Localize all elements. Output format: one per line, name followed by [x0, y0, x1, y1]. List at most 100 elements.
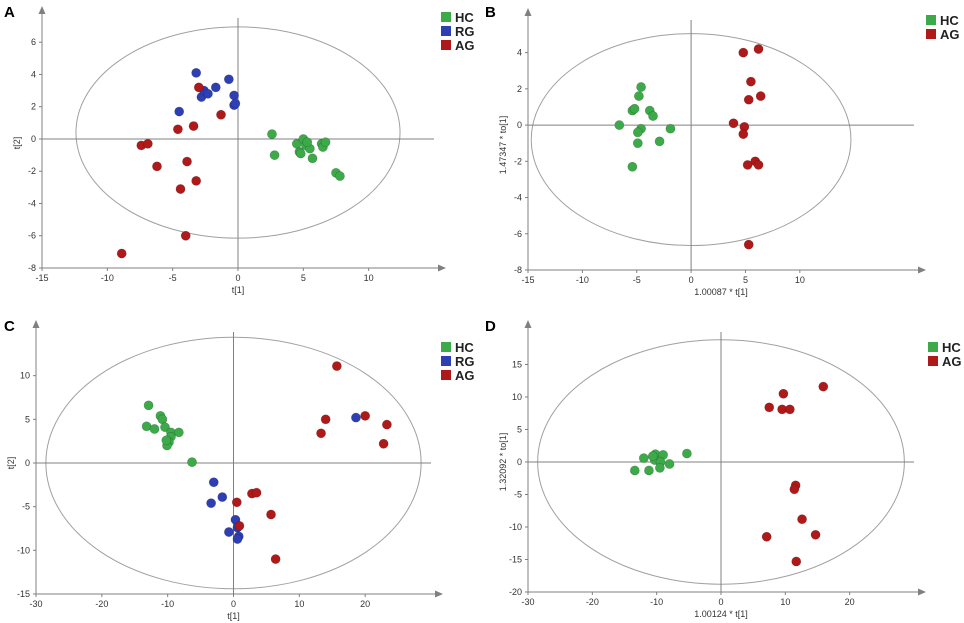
rg-point [351, 412, 361, 423]
y-tick-label: -15 [17, 589, 30, 599]
y-tick-label: -10 [17, 545, 30, 555]
hc-point [647, 451, 658, 462]
x-tick-label: -15 [521, 275, 534, 285]
hc-point [632, 127, 643, 138]
panel-a-x-axis [42, 264, 446, 272]
hc-point [267, 129, 277, 140]
rg-point [174, 106, 185, 117]
y-tick-label: 0 [517, 457, 522, 467]
panel-a-y-axis [38, 6, 46, 268]
panel-d-y-axis-label: 1.32092 * to[1] [498, 433, 508, 492]
panel-c-y-axis [32, 320, 40, 594]
hc-point [320, 137, 331, 148]
hc-point [636, 82, 646, 92]
x-tick-label: 0 [718, 597, 723, 607]
y-tick-label: -6 [514, 229, 522, 239]
x-tick-label: 0 [235, 273, 240, 283]
ag-point [753, 44, 764, 54]
x-tick-label: 5 [301, 273, 306, 283]
hc-point [295, 148, 306, 159]
panel-d-letter: D [485, 318, 496, 335]
y-tick-label: -20 [509, 587, 522, 597]
ag-point [320, 414, 331, 425]
legend-label-ag: AG [940, 27, 960, 42]
panel-d-y-axis [524, 320, 532, 592]
x-tick-label: -10 [650, 597, 663, 607]
rg-point [203, 88, 213, 99]
ag-point [182, 156, 192, 167]
panel-a-x-axis-label: t[1] [232, 285, 245, 295]
panel-a-points [116, 67, 345, 259]
hc-point [629, 465, 640, 476]
ag-point [270, 554, 281, 564]
x-tick-label: -20 [586, 597, 599, 607]
ag-point [216, 109, 226, 120]
ag-point [172, 124, 183, 135]
hc-point [173, 427, 184, 438]
y-tick-label: -2 [28, 166, 36, 176]
ag-point [728, 118, 739, 129]
y-tick-label: 2 [517, 84, 522, 94]
ag-point [810, 529, 821, 540]
rg-point [217, 492, 228, 502]
x-tick-label: 10 [780, 597, 790, 607]
y-tick-label: -8 [514, 265, 522, 275]
panel-d-points [629, 381, 829, 567]
ag-point [761, 531, 772, 542]
hc-point [161, 435, 172, 446]
hc-point [160, 422, 170, 433]
legend-label-ag: AG [942, 354, 962, 369]
legend-label-rg: RG [455, 354, 475, 369]
y-tick-label: 0 [31, 134, 36, 144]
ag-point [331, 361, 342, 371]
legend-label-ag: AG [455, 38, 475, 53]
y-tick-label: 0 [25, 458, 30, 468]
legend-swatch-rg [441, 356, 451, 366]
ag-point [753, 160, 764, 170]
ag-point [738, 47, 749, 58]
panel-c-letter: C [4, 318, 15, 335]
panel-a-letter: A [4, 4, 15, 21]
panel-b-x-axis [528, 266, 926, 274]
panel-c-ticks: -30 -20 -10 0 10 20 -15 -10 -5 0 5 10 [17, 371, 370, 609]
ag-point [175, 184, 186, 194]
hc-point [654, 136, 665, 147]
panel-a: A -15 -10 -5 0 5 10 -8 -6 -4 -2 0 2 4 6 t[1] t[2] HC … [4, 4, 475, 295]
panel-b-legend: HC AG [926, 13, 960, 42]
rg-point [223, 74, 234, 85]
rg-point [229, 90, 239, 101]
y-tick-label: -10 [509, 522, 522, 532]
legend-swatch-ag [441, 370, 451, 380]
y-tick-label: -6 [28, 231, 36, 241]
y-tick-label: 4 [517, 48, 522, 58]
ag-point [738, 129, 749, 140]
panel-b-ticks: -15 -10 -5 0 5 10 -8 -6 -4 -2 0 2 4 [514, 48, 805, 285]
hc-point [627, 161, 638, 172]
hc-point [269, 150, 280, 160]
ag-point [742, 160, 753, 170]
hc-point [149, 424, 160, 434]
panel-b-points [614, 44, 766, 250]
y-tick-label: -5 [22, 502, 30, 512]
panel-c-points [141, 361, 392, 564]
y-tick-label: -5 [514, 490, 522, 500]
rg-point [206, 498, 217, 509]
ag-point [784, 404, 795, 415]
legend-swatch-hc [926, 15, 936, 25]
x-tick-label: -5 [633, 275, 641, 285]
hc-point [644, 465, 654, 476]
hc-point [654, 462, 665, 473]
panel-d-legend: HC AG [928, 340, 962, 369]
legend-label-ag: AG [455, 368, 475, 383]
x-tick-label: -5 [169, 273, 177, 283]
legend-swatch-rg [441, 26, 451, 36]
y-tick-label: 6 [31, 37, 36, 47]
x-tick-label: 20 [360, 599, 370, 609]
ag-point [743, 239, 754, 250]
hc-point [614, 120, 625, 130]
panel-c-x-axis [36, 590, 443, 598]
y-tick-label: 4 [31, 69, 36, 79]
ag-point [251, 487, 262, 498]
